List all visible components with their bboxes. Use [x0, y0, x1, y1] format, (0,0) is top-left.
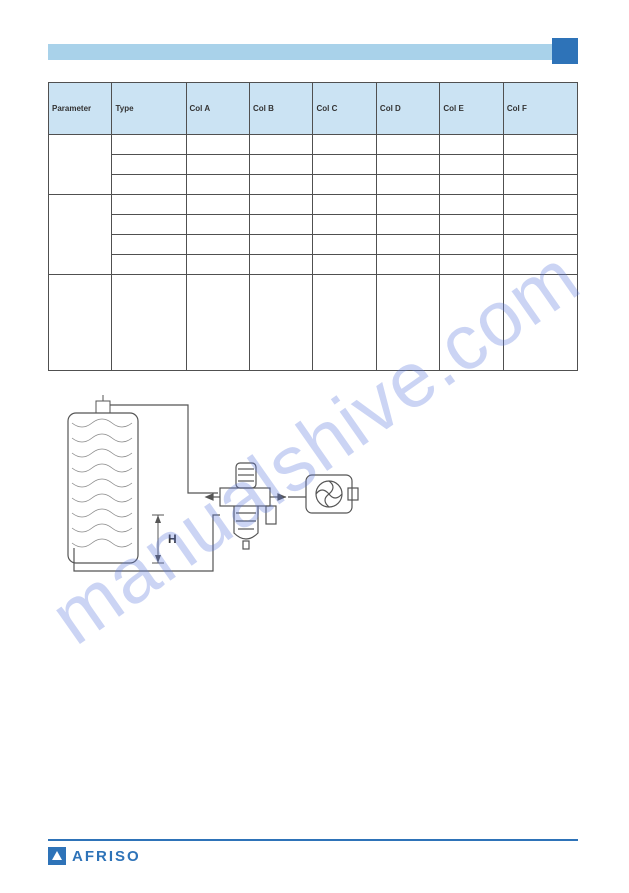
th-7: Col F [503, 83, 577, 135]
th-3: Col B [249, 83, 312, 135]
table-cell [249, 195, 312, 215]
installation-figure: H [48, 393, 388, 593]
table-cell [112, 195, 186, 215]
table-cell [313, 235, 376, 255]
table-cell [313, 275, 376, 371]
table-row [49, 155, 578, 175]
logo-mark [48, 847, 66, 865]
th-4: Col C [313, 83, 376, 135]
dimension-h-label: H [168, 532, 177, 546]
header-bar [48, 44, 578, 60]
table-row [49, 275, 578, 371]
table-row [49, 235, 578, 255]
table-cell [249, 135, 312, 155]
table-cell [376, 135, 439, 155]
table-cell [313, 215, 376, 235]
spec-table: Parameter Type Col A Col B Col C Col D C… [48, 82, 578, 371]
footer: AFRISO [48, 839, 578, 865]
th-6: Col E [440, 83, 503, 135]
table-cell [313, 175, 376, 195]
table-cell [186, 135, 249, 155]
table-cell [503, 275, 577, 371]
header-accent-box [552, 38, 578, 64]
table-cell [186, 195, 249, 215]
table-cell [112, 255, 186, 275]
table-cell [249, 255, 312, 275]
row-group-label [49, 195, 112, 275]
row-group-label [49, 135, 112, 195]
th-5: Col D [376, 83, 439, 135]
table-cell [186, 275, 249, 371]
table-row [49, 215, 578, 235]
table-row [49, 175, 578, 195]
table-cell [376, 215, 439, 235]
table-cell [503, 255, 577, 275]
table-cell [376, 235, 439, 255]
table-row [49, 255, 578, 275]
table-cell [112, 235, 186, 255]
table-cell [249, 175, 312, 195]
table-cell [112, 155, 186, 175]
table-cell [440, 195, 503, 215]
table-cell [112, 215, 186, 235]
table-cell [503, 235, 577, 255]
table-cell [186, 215, 249, 235]
table-cell [313, 255, 376, 275]
table-cell [186, 175, 249, 195]
th-1: Type [112, 83, 186, 135]
footer-logo: AFRISO [48, 847, 578, 865]
table-cell [186, 235, 249, 255]
brand-name: AFRISO [72, 848, 141, 865]
table-cell [503, 175, 577, 195]
table-cell [186, 155, 249, 175]
table-cell [376, 155, 439, 175]
row-group-label [49, 275, 112, 371]
table-cell [503, 195, 577, 215]
th-0: Parameter [49, 83, 112, 135]
th-2: Col A [186, 83, 249, 135]
table-cell [249, 235, 312, 255]
table-row [49, 135, 578, 155]
table-cell [186, 255, 249, 275]
table-cell [249, 155, 312, 175]
table-cell [112, 135, 186, 155]
table-cell [503, 215, 577, 235]
table-cell [440, 255, 503, 275]
table-cell [440, 215, 503, 235]
table-cell [313, 135, 376, 155]
table-cell [313, 155, 376, 175]
table-cell [440, 155, 503, 175]
table-cell [376, 255, 439, 275]
table-cell [503, 155, 577, 175]
table-header-row: Parameter Type Col A Col B Col C Col D C… [49, 83, 578, 135]
table-cell [112, 175, 186, 195]
footer-line [48, 839, 578, 841]
table-cell [376, 175, 439, 195]
table-cell [249, 215, 312, 235]
table-cell [376, 275, 439, 371]
table-cell [313, 195, 376, 215]
table-cell [112, 275, 186, 371]
table-cell [503, 135, 577, 155]
table-cell [440, 235, 503, 255]
table-cell [440, 135, 503, 155]
table-cell [249, 275, 312, 371]
table-row [49, 195, 578, 215]
table-cell [440, 175, 503, 195]
table-cell [440, 275, 503, 371]
table-cell [376, 195, 439, 215]
